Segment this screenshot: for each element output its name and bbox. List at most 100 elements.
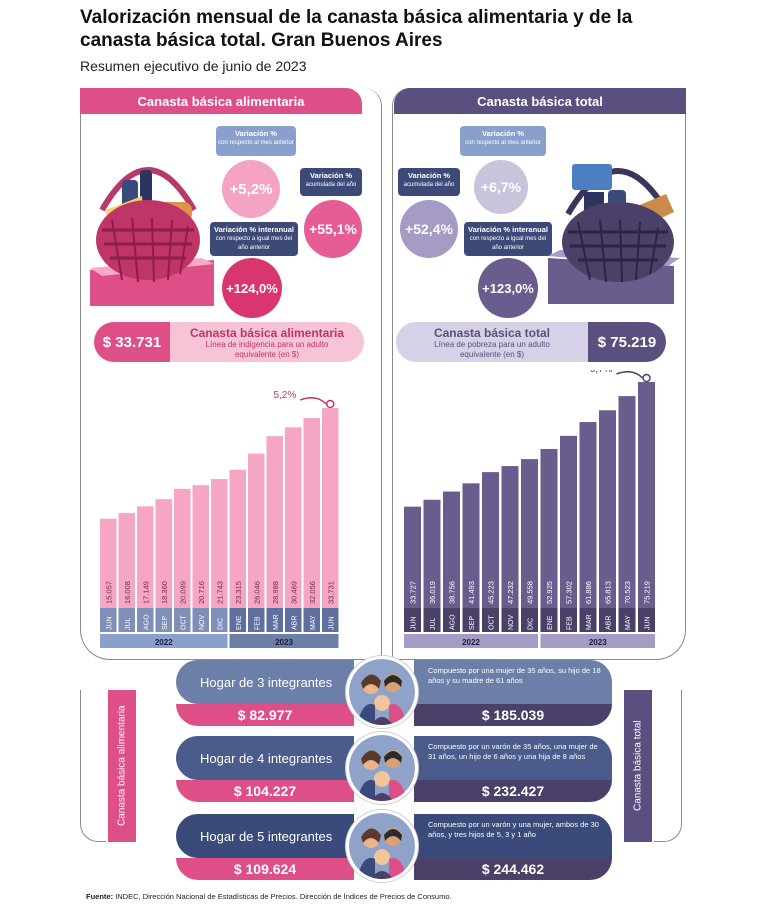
bar-value-label: 17.149 bbox=[141, 581, 150, 604]
month-tick-label: ENE bbox=[236, 615, 243, 630]
cbt-var-acum-circle: +52,4% bbox=[400, 200, 458, 258]
page-subtitle: Resumen ejecutivo de junio de 2023 bbox=[80, 58, 307, 74]
month-cell bbox=[599, 608, 616, 632]
side-label-left: Canasta básica alimentaria bbox=[108, 690, 136, 842]
cbt-panel-outline bbox=[392, 88, 686, 660]
cba-price: $ 33.731 bbox=[102, 333, 162, 351]
chart-bar bbox=[118, 513, 135, 608]
bar-value-label: 20.716 bbox=[197, 581, 206, 604]
source-note: Fuente: INDEC, Dirección Nacional de Est… bbox=[86, 892, 452, 901]
bar-value-label: 61.886 bbox=[584, 581, 593, 604]
bar-value-label: 18.360 bbox=[160, 581, 169, 604]
cba-header: Canasta básica alimentaria bbox=[80, 88, 362, 114]
cba-var-acum-title: Variación % bbox=[309, 171, 353, 180]
cba-var-mensual-sub: con respecto al mes anterior bbox=[218, 140, 294, 146]
chart-bar bbox=[303, 417, 320, 608]
cba-var-mensual-circle: +5,2% bbox=[222, 160, 280, 218]
cba-label-sub: Línea de indigencia para un adulto equiv… bbox=[205, 340, 329, 359]
month-tick-label: JUN bbox=[328, 616, 335, 630]
bar-value-label: 30.469 bbox=[289, 581, 298, 604]
chart-bar bbox=[100, 518, 117, 608]
bar-value-label: 21.743 bbox=[215, 581, 224, 604]
annotation-dot bbox=[642, 373, 651, 383]
hogar-cba-price: $ 104.227 bbox=[176, 780, 354, 802]
month-cell bbox=[248, 608, 265, 632]
right-bracket bbox=[654, 690, 682, 842]
hogar-desc-box: Compuesto por un varón y una mujer, ambo… bbox=[414, 814, 612, 858]
side-label-right: Canasta básica total bbox=[624, 690, 652, 842]
cba-var-acum-value: +55,1% bbox=[309, 221, 357, 237]
hogar-cba-value: $ 104.227 bbox=[233, 783, 297, 799]
cba-bar-chart: 15.057 JUN 16.008 JUL 17.149 AGO 18.360 SEP 20.0… bbox=[100, 390, 339, 648]
cba-var-inter-circle: +124,0% bbox=[222, 258, 282, 318]
bar-value-label: 16.008 bbox=[123, 581, 132, 604]
hogar-cba-price: $ 109.624 bbox=[176, 858, 354, 880]
bar-value-label: 70.523 bbox=[623, 581, 632, 604]
month-tick-label: SEP bbox=[162, 616, 169, 630]
month-cell bbox=[423, 608, 441, 632]
month-tick-label: JUN bbox=[645, 616, 652, 630]
bar-value-label: 75.219 bbox=[643, 581, 652, 604]
bar-value-label: 57.302 bbox=[565, 581, 574, 604]
cbt-price-box: $ 75.219 bbox=[588, 322, 666, 362]
chart-bar bbox=[137, 506, 154, 608]
chart-bar bbox=[423, 499, 441, 608]
bar-value-label: 49.558 bbox=[526, 581, 535, 604]
chart-bar bbox=[599, 410, 616, 608]
annotation-arrow bbox=[299, 397, 327, 405]
cbt-var-inter-value: +123,0% bbox=[482, 280, 534, 296]
month-cell bbox=[482, 608, 499, 632]
chart-bar bbox=[211, 479, 228, 608]
hogar-cbt-value: $ 244.462 bbox=[481, 861, 545, 877]
cbt-label-sub: Línea de pobreza para un adulto equivale… bbox=[434, 340, 550, 359]
cbt-price: $ 75.219 bbox=[597, 333, 657, 351]
chart-bar bbox=[322, 408, 339, 608]
hogar-cbt-price: $ 232.427 bbox=[414, 780, 612, 802]
month-cell bbox=[229, 608, 246, 632]
month-cell bbox=[303, 608, 320, 632]
month-cell bbox=[579, 608, 597, 632]
chart-bar bbox=[579, 422, 597, 608]
month-cell bbox=[174, 608, 191, 632]
month-tick-label: ABR bbox=[291, 616, 298, 630]
chart-bar bbox=[521, 459, 538, 608]
year-band-2023 bbox=[540, 634, 655, 648]
cbt-var-acum-sub: acumulada del año bbox=[403, 182, 455, 188]
cba-var-inter-title: Variación % interanual bbox=[213, 225, 295, 234]
cba-var-mensual-value: +5,2% bbox=[229, 180, 273, 198]
bar-value-label: 38.756 bbox=[448, 581, 457, 604]
month-tick-label: MAR bbox=[273, 614, 280, 630]
year-label: 2022 bbox=[155, 638, 173, 647]
hogar-title-box: Hogar de 3 integrantes bbox=[176, 660, 354, 704]
chart-bar bbox=[174, 488, 191, 608]
month-tick-label: JUL bbox=[125, 617, 132, 630]
source-label: Fuente: bbox=[86, 892, 114, 901]
left-bracket bbox=[80, 690, 106, 842]
chart-bar bbox=[248, 453, 265, 608]
month-cell bbox=[118, 608, 135, 632]
year-band-2022 bbox=[404, 634, 538, 648]
hogar-desc-box: Compuesto por un varón de 35 años, una m… bbox=[414, 736, 612, 780]
month-tick-label: AGO bbox=[143, 614, 150, 630]
month-tick-label: OCT bbox=[180, 615, 187, 631]
hogar-title: Hogar de 3 integrantes bbox=[200, 674, 333, 690]
month-cell bbox=[322, 608, 339, 632]
bar-value-label: 65.813 bbox=[604, 581, 613, 604]
chart-bar bbox=[482, 472, 499, 608]
year-label: 2022 bbox=[462, 638, 480, 647]
cbt-var-inter-sub: con respecto a igual mes del año anterio… bbox=[469, 236, 547, 251]
chart-bar bbox=[540, 448, 558, 608]
chart-bar bbox=[462, 483, 480, 608]
hogar-cbt-value: $ 185.039 bbox=[481, 707, 545, 723]
cbt-basket-illustration bbox=[548, 134, 686, 304]
bar-value-label: 47.232 bbox=[506, 581, 515, 604]
source-text: INDEC, Dirección Nacional de Estadística… bbox=[115, 892, 452, 901]
month-tick-label: ENE bbox=[547, 615, 554, 630]
hogar-desc: Compuesto por un varón y una mujer, ambo… bbox=[428, 820, 599, 839]
hogar-cba-price: $ 82.977 bbox=[176, 704, 354, 726]
month-tick-label: AGO bbox=[450, 614, 457, 630]
month-tick-label: FEB bbox=[254, 616, 261, 630]
cba-var-inter-pill: Variación % interanual con respecto a ig… bbox=[210, 222, 298, 256]
cba-var-inter-value: +124,0% bbox=[226, 280, 278, 296]
cbt-label-title: Canasta básica total bbox=[433, 326, 551, 340]
